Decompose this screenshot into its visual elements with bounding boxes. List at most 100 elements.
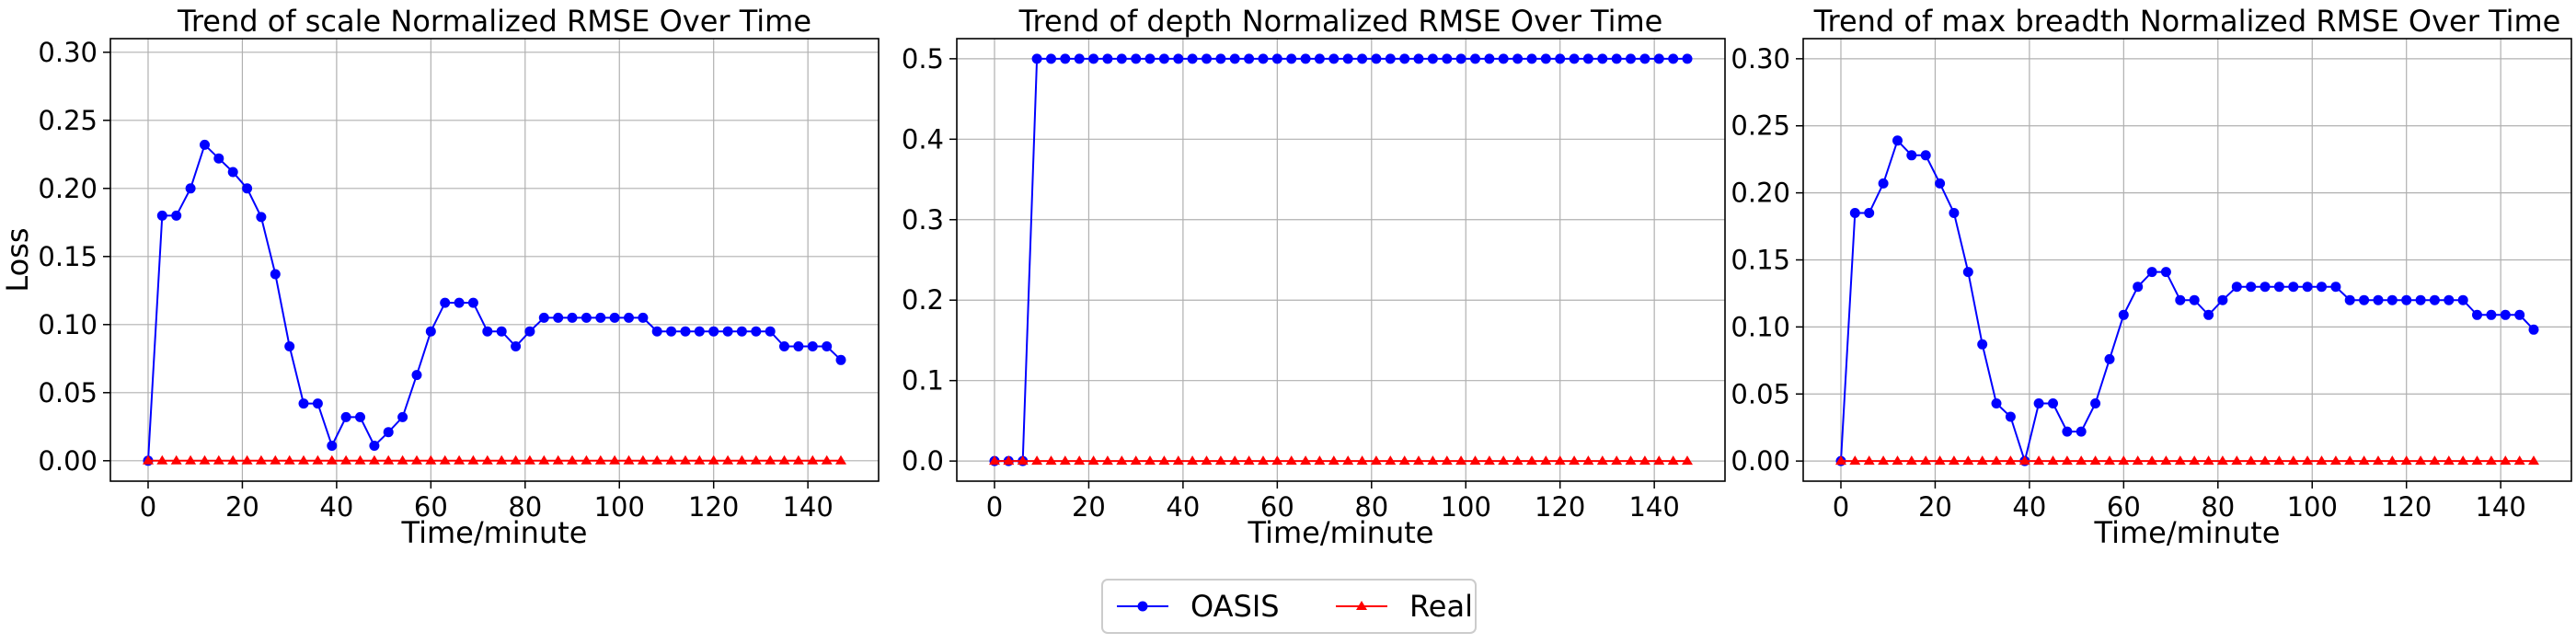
data-point-real	[1512, 455, 1524, 466]
data-point-real	[1201, 455, 1213, 466]
data-point-oasis	[1088, 53, 1099, 64]
data-point-oasis	[397, 411, 408, 422]
data-point-oasis	[1371, 53, 1382, 64]
data-point-real	[383, 454, 395, 465]
legend-frame	[1101, 579, 1477, 634]
data-point-oasis	[2302, 282, 2313, 293]
data-point-real	[270, 454, 282, 465]
data-point-real	[2076, 455, 2087, 466]
data-point-real	[2245, 455, 2257, 466]
data-point-oasis	[638, 312, 649, 323]
data-point-oasis	[2175, 294, 2186, 305]
data-point-oasis	[651, 326, 662, 337]
data-point-real	[2287, 455, 2299, 466]
data-point-oasis	[1131, 53, 1142, 64]
data-point-real	[581, 454, 592, 465]
y-tick-label: 0.15	[1731, 245, 1790, 276]
x-tick-label: 100	[2287, 491, 2338, 523]
data-point-real	[2118, 455, 2130, 466]
data-point-real	[1413, 455, 1424, 466]
data-point-real	[1285, 455, 1297, 466]
data-point-oasis	[411, 370, 422, 381]
data-point-real	[694, 454, 706, 465]
data-point-real	[1342, 455, 1354, 466]
data-point-oasis	[1470, 53, 1480, 64]
data-point-real	[807, 454, 819, 465]
data-point-oasis	[1102, 53, 1113, 64]
data-point-real	[1385, 455, 1397, 466]
data-point-real	[1625, 455, 1637, 466]
data-point-real	[1554, 455, 1566, 466]
data-point-real	[2400, 455, 2412, 466]
data-point-real	[368, 454, 380, 465]
data-point-real	[1045, 455, 1057, 466]
data-point-oasis	[1569, 53, 1580, 64]
data-point-real	[1455, 455, 1467, 466]
data-point-real	[821, 454, 833, 465]
data-point-real	[170, 454, 182, 465]
data-point-oasis	[1498, 53, 1509, 64]
data-point-real	[312, 454, 324, 465]
data-point-real	[1934, 455, 1946, 466]
data-point-real	[2146, 455, 2158, 466]
data-point-real	[283, 454, 295, 465]
data-point-oasis	[511, 341, 522, 351]
plot-area	[110, 39, 879, 481]
data-point-oasis	[2231, 282, 2242, 293]
data-point-real	[2174, 455, 2186, 466]
data-point-oasis	[524, 326, 535, 337]
data-point-real	[2202, 455, 2214, 466]
x-tick-label: 60	[414, 491, 448, 523]
data-point-oasis	[736, 326, 747, 337]
data-point-real	[298, 454, 309, 465]
data-point-oasis	[1949, 208, 1960, 218]
data-point-real	[454, 454, 466, 465]
data-point-oasis	[355, 411, 365, 422]
x-tick-label: 140	[2475, 491, 2525, 523]
y-tick-label: 0.15	[38, 241, 98, 272]
data-point-real	[255, 454, 267, 465]
data-point-oasis	[1046, 53, 1056, 64]
data-point-real	[2443, 455, 2455, 466]
data-point-real	[1920, 455, 1932, 466]
data-point-oasis	[1611, 53, 1622, 64]
data-point-real	[1905, 455, 1917, 466]
y-tick-label: 0.2	[902, 284, 944, 316]
chart-panel-1: 0 20 40 60 80 100 120 140 0.00 0.05 0.10 0.15 0.20 0.…	[0, 4, 880, 550]
data-point-oasis	[284, 341, 295, 351]
x-axis-label: Time/minute	[1248, 515, 1434, 550]
y-tick-label: 0.3	[902, 204, 944, 236]
data-point-real	[2513, 455, 2525, 466]
data-point-real	[1003, 455, 1015, 466]
x-tick-label: 100	[594, 491, 645, 523]
data-point-oasis	[2217, 294, 2228, 305]
data-point-oasis	[1878, 178, 1889, 189]
data-point-oasis	[1555, 53, 1566, 64]
data-point-oasis	[2457, 294, 2468, 305]
data-point-real	[213, 454, 224, 465]
data-point-real	[792, 454, 804, 465]
y-tick-label: 0.00	[38, 445, 98, 477]
data-point-oasis	[2429, 294, 2440, 305]
data-point-oasis	[2076, 426, 2087, 437]
data-point-oasis	[1258, 53, 1269, 64]
data-point-oasis	[609, 312, 620, 323]
data-point-oasis	[1187, 53, 1198, 64]
data-point-oasis	[2528, 324, 2539, 335]
data-point-real	[609, 454, 621, 465]
data-point-oasis	[2133, 282, 2144, 293]
x-tick-label: 80	[1354, 491, 1388, 523]
x-tick-label: 40	[2012, 491, 2046, 523]
data-point-real	[1892, 455, 1903, 466]
data-point-oasis	[1244, 53, 1255, 64]
data-point-oasis	[1977, 339, 1988, 350]
data-point-real	[523, 454, 535, 465]
data-point-oasis	[1202, 53, 1212, 64]
data-point-oasis	[2160, 267, 2171, 278]
data-point-oasis	[467, 297, 478, 308]
data-point-real	[2373, 455, 2384, 466]
data-point-real	[397, 454, 408, 465]
data-point-oasis	[171, 210, 182, 221]
data-point-oasis	[2048, 398, 2058, 408]
data-point-real	[1483, 455, 1495, 466]
